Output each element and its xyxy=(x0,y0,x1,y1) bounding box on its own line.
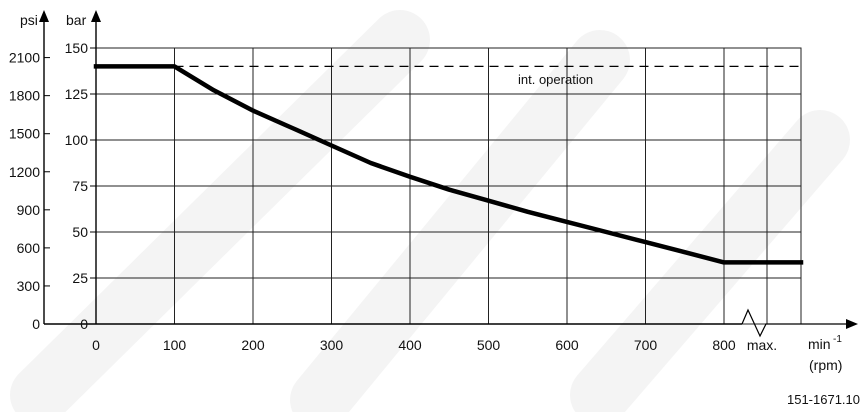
x-tick-label: 100 xyxy=(163,337,187,353)
x-axis-break xyxy=(741,308,850,338)
bar-tick-label: 0 xyxy=(80,316,88,332)
psi-tick-label: 900 xyxy=(17,202,41,218)
axes xyxy=(39,10,858,338)
bar-tick-label: 100 xyxy=(65,132,89,148)
x-tick-label: 800 xyxy=(712,337,736,353)
psi-tick-label: 300 xyxy=(17,278,41,294)
x-axis-label: min xyxy=(808,336,831,352)
pressure-curve-line xyxy=(93,64,804,265)
x-axis-arrow xyxy=(846,319,858,329)
bar-tick-label: 50 xyxy=(72,224,88,240)
x-axis-label-exponent: -1 xyxy=(833,334,842,345)
bar-tick-label: 75 xyxy=(72,178,88,194)
psi-tick-label: 1800 xyxy=(9,88,40,104)
x-tick-label: 200 xyxy=(241,337,265,353)
x-tick-label: 600 xyxy=(555,337,579,353)
psi-tick-label: 600 xyxy=(17,240,41,256)
psi-tick-label: 1200 xyxy=(9,164,40,180)
annotation-int-operation: int. operation xyxy=(518,72,593,87)
bar-tick-labels: 0 25 50 75 100 125 150 xyxy=(65,40,96,332)
psi-tick-label: 0 xyxy=(32,316,40,332)
bar-tick-label: 25 xyxy=(72,270,88,286)
psi-axis-arrow xyxy=(39,10,49,22)
x-axis-unit: (rpm) xyxy=(809,357,842,373)
x-tick-label: 0 xyxy=(92,337,100,353)
psi-tick-label: 1500 xyxy=(9,126,40,142)
psi-axis-label: psi xyxy=(20,12,38,28)
x-tick-label: 700 xyxy=(634,337,658,353)
x-tick-label: 500 xyxy=(477,337,501,353)
watermark xyxy=(10,10,850,412)
x-tick-label: max. xyxy=(747,337,777,353)
figure-id: 151-1671.10 xyxy=(787,392,860,407)
bar-axis-label: bar xyxy=(66,12,87,28)
series-group xyxy=(93,64,804,265)
bar-tick-label: 125 xyxy=(65,86,89,102)
psi-tick-label: 2100 xyxy=(9,50,40,66)
x-tick-label: 300 xyxy=(320,337,344,353)
bar-tick-label: 150 xyxy=(65,40,89,56)
x-tick-labels: 0 100 200 300 400 500 600 700 800 max. xyxy=(92,337,777,353)
x-tick-label: 400 xyxy=(398,337,422,353)
psi-tick-labels: 0 300 600 900 1200 1500 1800 2100 xyxy=(9,50,50,332)
bar-axis-arrow xyxy=(91,10,101,22)
